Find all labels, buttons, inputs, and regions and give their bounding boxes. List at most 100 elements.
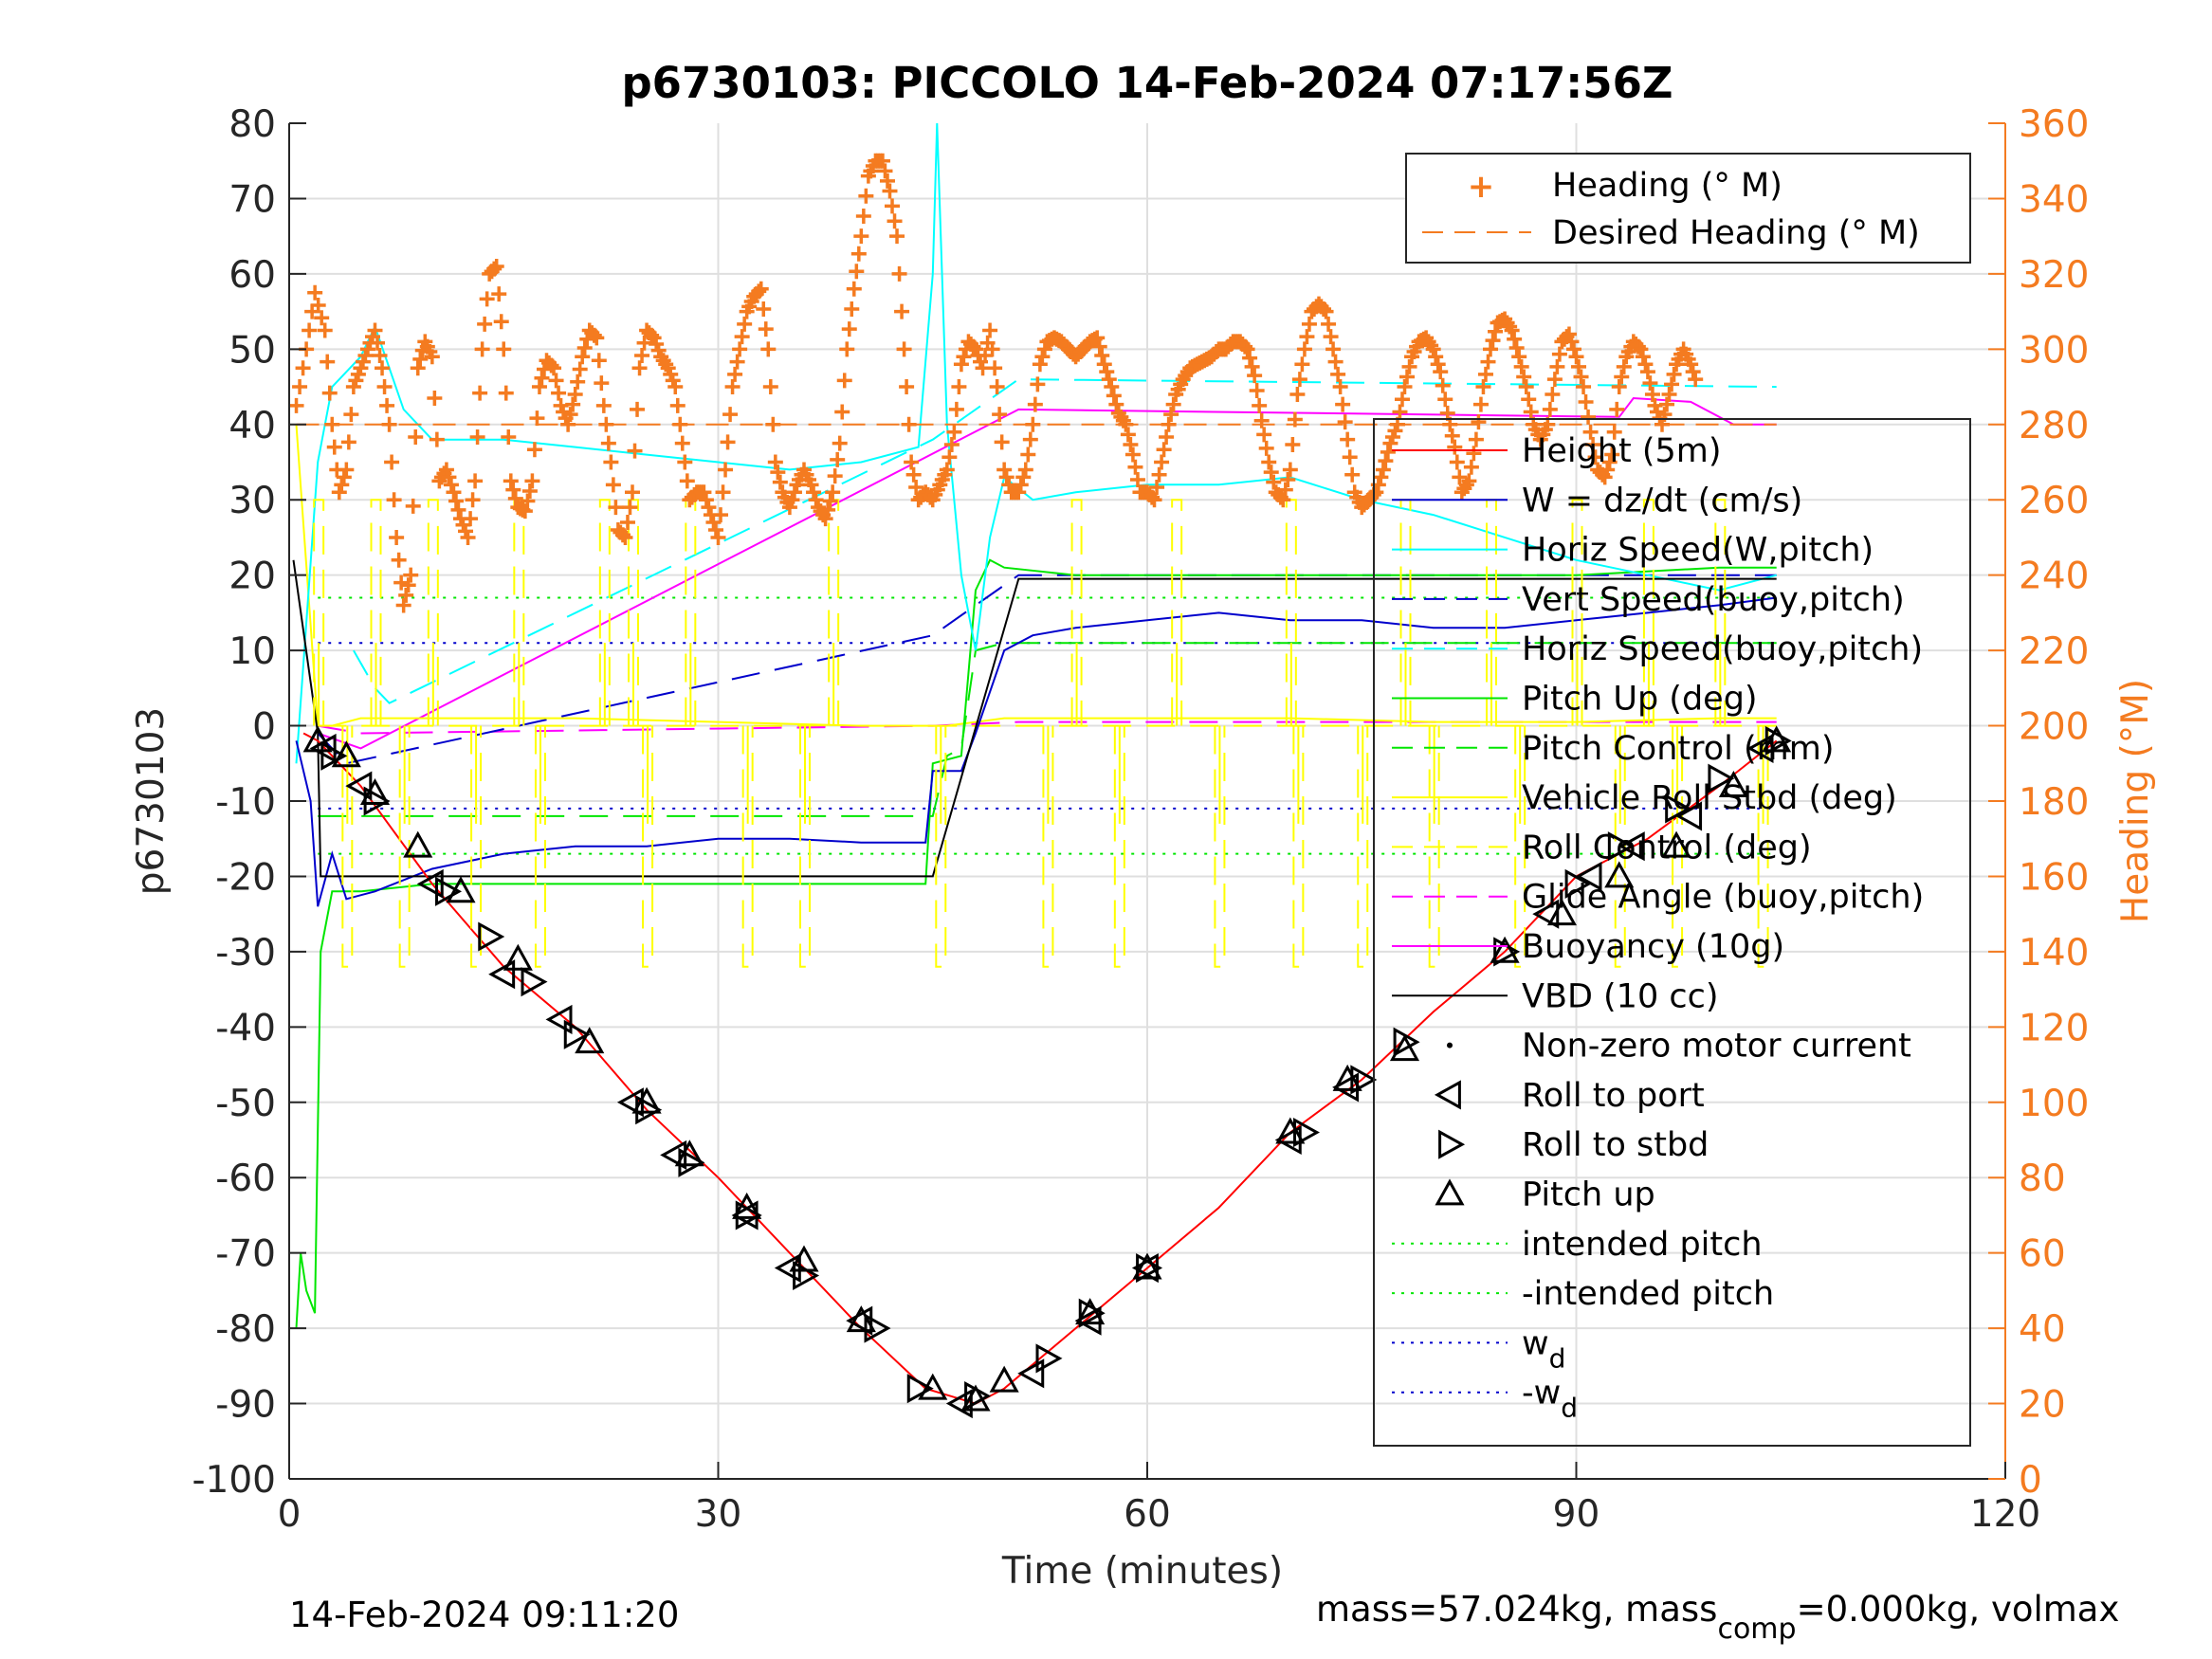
roll-port-marker <box>309 733 337 763</box>
heading-point <box>529 410 545 427</box>
heading-point <box>1380 444 1396 460</box>
roll-stbd-marker <box>1035 1343 1063 1374</box>
roll-control-spike <box>799 725 811 968</box>
heading-point <box>1123 436 1139 452</box>
heading-point <box>625 484 640 501</box>
heading-point <box>1017 462 1033 478</box>
pitch-up-marker <box>403 830 433 858</box>
heading-point <box>1659 396 1675 412</box>
footer-mass-main: mass=57.024kg, mass <box>1316 1589 1717 1630</box>
heading-point <box>839 341 855 357</box>
legend-heading-marker: + <box>1468 168 1495 206</box>
roll-port-marker <box>1274 1124 1302 1156</box>
heading-point <box>343 407 359 423</box>
heading-point <box>1600 462 1616 478</box>
heading-point <box>331 484 347 501</box>
roll-control-spike-up <box>598 499 611 726</box>
heading-point <box>1614 369 1630 385</box>
roll-control-spike <box>398 725 411 968</box>
footer-mass-tail: =0.000kg, volmax <box>1797 1589 2120 1630</box>
heading-point <box>753 281 769 297</box>
heading-point <box>526 442 542 458</box>
heading-point <box>1616 358 1632 374</box>
y-tick-label: -10 <box>215 781 276 824</box>
legend-label-pitch-up-deg-: Pitch Up (deg) <box>1522 681 1758 719</box>
heading-point <box>874 153 890 169</box>
roll-control-spike <box>1214 725 1226 968</box>
heading-point <box>320 354 336 370</box>
heading-point <box>1242 350 1258 366</box>
heading-point <box>326 439 342 455</box>
heading-point <box>1576 379 1592 395</box>
heading-point <box>1399 369 1416 385</box>
heading-point <box>1452 469 1468 485</box>
heading-point <box>1036 341 1052 357</box>
x-tick-label: 0 <box>278 1493 302 1536</box>
heading-point <box>631 360 648 376</box>
pitch-up-marker <box>575 1027 605 1054</box>
y2-tick-label: 260 <box>2019 480 2089 522</box>
heading-point <box>844 301 860 317</box>
pitch-up-marker <box>989 1365 1019 1393</box>
y-tick-label: 30 <box>229 480 276 522</box>
heading-point <box>379 397 395 413</box>
y2-tick-label: 100 <box>2019 1083 2089 1125</box>
heading-point <box>405 498 421 514</box>
heading-point <box>696 484 712 501</box>
roll-stbd-marker <box>678 1147 705 1177</box>
legend-label-intended-pitch: intended pitch <box>1522 1226 1763 1264</box>
heading-point <box>832 435 848 451</box>
heading-point <box>830 451 846 467</box>
y2-tick-label: 360 <box>2019 103 2089 146</box>
heading-point <box>850 246 867 262</box>
heading-point <box>307 284 323 301</box>
heading-point <box>1252 397 1268 413</box>
heading-point <box>1585 436 1601 452</box>
heading-point <box>734 329 750 345</box>
heading-point <box>891 265 907 282</box>
heading-point <box>672 416 688 432</box>
heading-point <box>634 347 650 363</box>
heading-point <box>1513 358 1529 374</box>
heading-point <box>849 264 865 280</box>
heading-point <box>1523 404 1539 420</box>
legend-label-vehicle-roll-stbd-deg-: Vehicle Roll Stbd (deg) <box>1522 779 1897 817</box>
heading-point <box>1472 396 1489 412</box>
roll-port-marker <box>945 1389 973 1419</box>
heading-point <box>488 258 504 274</box>
roll-port-marker <box>774 1253 801 1284</box>
heading-point <box>1330 366 1346 382</box>
heading-point <box>521 483 538 499</box>
heading-point <box>1447 439 1463 455</box>
heading-point <box>1485 333 1501 349</box>
heading-point <box>1542 401 1558 417</box>
roll-control-spike <box>642 725 654 968</box>
heading-point <box>627 443 643 459</box>
roll-control-spike-up <box>370 499 382 726</box>
heading-point <box>395 597 411 613</box>
heading-point <box>551 385 567 401</box>
heading-point <box>1578 393 1594 410</box>
heading-point <box>1277 482 1293 498</box>
legend-label-non-zero-motor-current: Non-zero motor current <box>1522 1028 1911 1066</box>
y2-tick-label: 200 <box>2019 706 2089 749</box>
roll-control-spike <box>1614 725 1626 968</box>
heading-point <box>896 341 912 357</box>
heading-point <box>727 366 743 382</box>
heading-point <box>1504 322 1520 338</box>
heading-point <box>885 198 901 214</box>
heading-point <box>1463 459 1479 475</box>
heading-point <box>1335 396 1351 412</box>
heading-point <box>1563 334 1580 350</box>
heading-point <box>1437 392 1453 408</box>
heading-point <box>1433 364 1449 380</box>
series-vbd-10-cc- <box>292 559 1777 878</box>
heading-point <box>1340 431 1356 447</box>
y2-tick-label: 80 <box>2019 1158 2066 1200</box>
heading-point <box>674 435 690 451</box>
legend-label-w-dz-dt-cm-s-: W = dz/dt (cm/s) <box>1522 482 1802 520</box>
heading-point <box>543 357 559 374</box>
heading-point <box>989 379 1005 395</box>
heading-point <box>879 173 895 189</box>
roll-control-spike <box>470 725 483 968</box>
